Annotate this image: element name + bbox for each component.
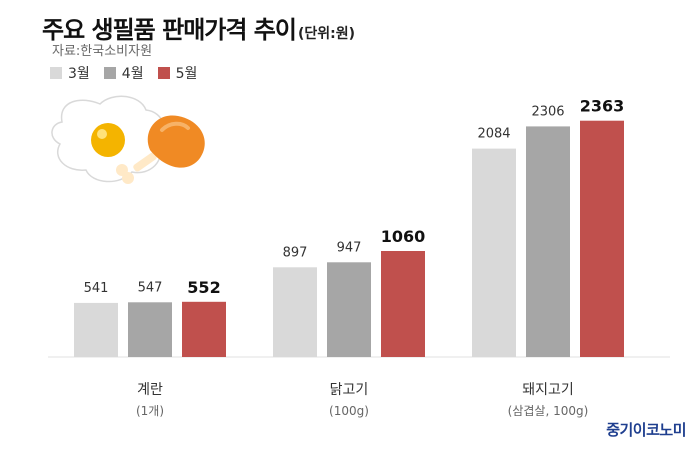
category-sublabel: (삼겹살, 100g) xyxy=(508,404,589,418)
value-label-돼지고기-4월: 2306 xyxy=(531,104,564,119)
category-sublabel: (1개) xyxy=(136,404,164,418)
bar-닭고기-4월 xyxy=(327,262,371,357)
value-label-닭고기-4월: 947 xyxy=(337,240,362,255)
bar-돼지고기-5월 xyxy=(580,120,624,357)
legend-label-may: 5월 xyxy=(175,66,198,82)
bar-계란-3월 xyxy=(74,302,118,357)
legend-label-march: 3월 xyxy=(68,66,90,82)
legend-item-march: 3월 xyxy=(50,63,90,83)
bar-닭고기-3월 xyxy=(273,267,317,357)
value-label-계란-5월: 552 xyxy=(187,278,220,297)
value-label-닭고기-3월: 897 xyxy=(283,245,308,260)
legend: 3월 4월 5월 xyxy=(50,63,197,83)
category-label: 계란 xyxy=(137,382,163,398)
legend-swatch-may xyxy=(157,67,170,79)
value-label-계란-3월: 541 xyxy=(84,281,109,296)
value-label-계란-4월: 547 xyxy=(138,280,163,295)
bar-계란-4월 xyxy=(128,302,172,357)
unit-label: (단위:원) xyxy=(297,26,355,42)
bar-닭고기-5월 xyxy=(381,251,425,357)
bar-계란-5월 xyxy=(182,301,226,357)
bar-돼지고기-4월 xyxy=(526,126,570,358)
legend-item-april: 4월 xyxy=(103,63,144,83)
chart-title-row: 주요 생필품 판매가격 추이 (단위:원) xyxy=(42,10,355,45)
legend-swatch-april xyxy=(103,67,116,79)
bar-돼지고기-3월 xyxy=(472,148,516,357)
value-label-닭고기-5월: 1060 xyxy=(381,227,426,246)
value-label-돼지고기-3월: 2084 xyxy=(477,127,510,142)
legend-item-may: 5월 xyxy=(157,63,198,83)
category-sublabel: (100g) xyxy=(329,404,369,418)
chicken-drumstick-icon xyxy=(116,115,205,184)
category-label: 닭고기 xyxy=(330,382,369,398)
brand-logo: 중기이코노미 xyxy=(606,421,686,439)
source-label: 자료:한국소비자원 xyxy=(52,44,153,59)
legend-swatch-march xyxy=(50,67,62,79)
fried-egg-icon xyxy=(51,95,165,183)
legend-label-april: 4월 xyxy=(121,66,144,82)
chart-title: 주요 생필품 판매가격 추이 xyxy=(42,16,297,44)
category-label: 돼지고기 xyxy=(522,382,574,398)
value-label-돼지고기-5월: 2363 xyxy=(580,97,625,116)
